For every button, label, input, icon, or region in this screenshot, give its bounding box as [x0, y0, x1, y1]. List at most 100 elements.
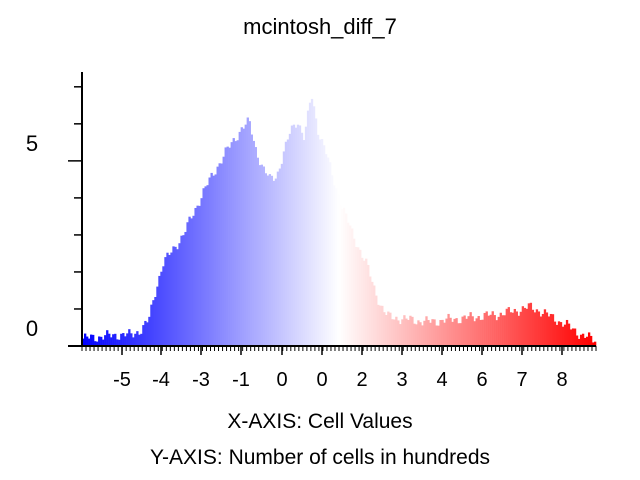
histogram-bar [361, 257, 364, 346]
histogram-bar [397, 320, 400, 346]
histogram-bar [334, 188, 338, 346]
histogram-bar [515, 311, 518, 346]
histogram-bar [499, 312, 502, 346]
y-tick-label: 5 [26, 131, 38, 156]
histogram-bar [345, 213, 348, 346]
histogram-bar [493, 315, 496, 346]
histogram-bar [110, 337, 113, 346]
histogram-bar [535, 309, 539, 346]
histogram-bar [196, 205, 199, 346]
histogram-bar [172, 246, 175, 346]
histogram-bar [326, 157, 330, 346]
histogram-bar [485, 311, 488, 346]
histogram-bar [359, 249, 362, 346]
histogram-bar [308, 102, 312, 346]
histogram-bar [168, 254, 171, 346]
histogram-bar [431, 319, 434, 346]
histogram-bar [391, 319, 394, 346]
histogram-bar [511, 312, 514, 346]
histogram-bar [132, 337, 135, 346]
histogram-bar [230, 142, 233, 346]
histogram-bar [290, 125, 294, 346]
x-tick-label: -5 [113, 369, 131, 391]
histogram-bar [258, 165, 261, 346]
histogram-bar [222, 156, 225, 346]
x-tick-label: 7 [516, 369, 527, 391]
histogram-bar [268, 174, 272, 346]
x-tick-label: 2 [356, 369, 367, 391]
histogram-bar [316, 134, 320, 346]
histogram-bar [463, 315, 466, 346]
histogram-bar [523, 307, 527, 346]
histogram-bar [491, 311, 494, 346]
histogram-bar [477, 316, 480, 346]
histogram-bar [90, 334, 93, 346]
histogram-bar [445, 318, 448, 346]
histogram-bar [124, 336, 127, 346]
histogram-bar [411, 316, 414, 346]
histogram-bar [501, 315, 504, 346]
histogram-bar [332, 185, 336, 346]
histogram-bar [94, 341, 97, 346]
histogram-bar [353, 238, 356, 346]
histogram-bar [296, 124, 300, 346]
histogram-bar [250, 134, 253, 346]
histogram-bar [292, 124, 296, 346]
histogram-bar [238, 131, 241, 346]
histogram-bar [224, 147, 227, 346]
histogram-bar [336, 194, 340, 346]
histogram-bar [437, 325, 440, 346]
histogram-bar [86, 336, 89, 346]
histogram-bar [529, 302, 533, 346]
histogram-bar [232, 138, 235, 346]
histogram-bar [579, 334, 583, 346]
histogram-bar [407, 319, 410, 346]
histogram-bar [186, 222, 189, 346]
histogram-bar [459, 323, 462, 346]
histogram-bar [435, 325, 438, 346]
histogram-bar [198, 205, 201, 346]
histogram-bar [457, 323, 460, 346]
histogram-bar [413, 323, 416, 346]
histogram-bar [218, 163, 221, 346]
histogram-bar [306, 110, 310, 346]
histogram-bar [395, 316, 398, 346]
histogram-bar [182, 235, 185, 346]
histogram-bar [192, 215, 195, 346]
histogram-bar [236, 140, 239, 346]
histogram-bar [116, 339, 119, 346]
histogram-bar [399, 324, 402, 346]
histogram-bar [451, 321, 454, 346]
x-tick-label: 8 [556, 369, 567, 391]
histogram-bar [367, 264, 370, 346]
histogram-bar [461, 316, 464, 346]
histogram-bar [210, 172, 213, 346]
histogram-bar [134, 333, 137, 346]
histogram-bar [156, 286, 159, 346]
histogram-bar [351, 228, 354, 346]
histogram-bar [569, 329, 573, 346]
histogram-bar [88, 338, 91, 346]
x-tick-label: 4 [436, 369, 447, 391]
histogram-bar [343, 207, 346, 346]
histogram-bar [162, 266, 165, 346]
histogram-bar [206, 185, 209, 346]
histogram-bar [467, 316, 470, 346]
histogram-bar [146, 322, 149, 346]
histogram-bar [284, 141, 288, 346]
histogram-bar [377, 304, 380, 346]
histogram-bar [441, 319, 444, 346]
histogram-bar [393, 319, 396, 346]
histogram-bar [194, 207, 197, 346]
histogram-bar [184, 231, 187, 346]
histogram-bar [563, 324, 567, 346]
x-tick-label: -1 [232, 369, 250, 391]
histogram-bar [120, 333, 123, 346]
histogram-bar [178, 243, 181, 346]
histogram-bar [545, 312, 549, 346]
histogram-bar [166, 252, 169, 346]
histogram-bar [312, 106, 316, 346]
histogram-bar [381, 305, 384, 346]
histogram-bar [385, 315, 388, 346]
histogram-bar [300, 132, 304, 346]
